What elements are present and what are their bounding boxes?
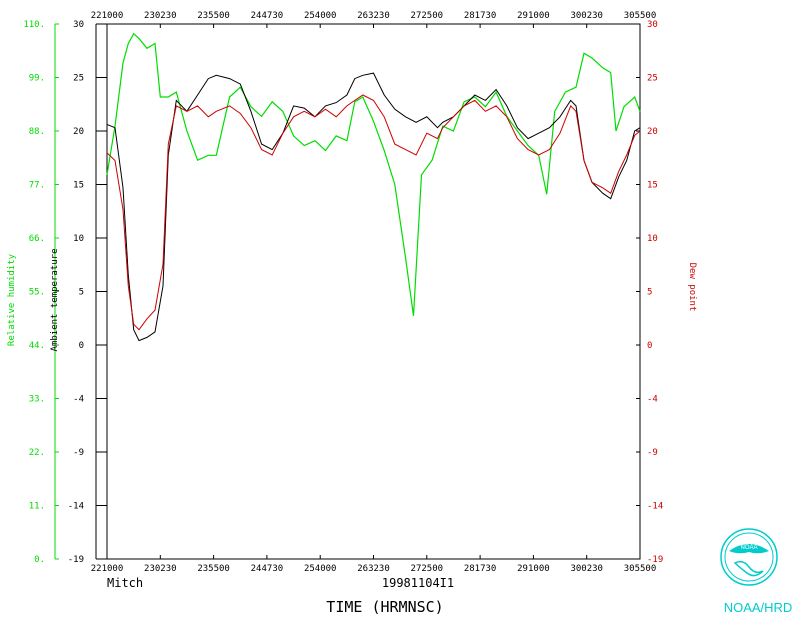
x-tick-label-top: 281730: [464, 11, 497, 21]
x-tick-label-top: 254000: [304, 11, 337, 21]
plot-area: [106, 23, 641, 560]
x-tick-label-bottom: 300230: [570, 564, 603, 574]
temp-tick-label: 20: [73, 127, 84, 137]
rh-tick-label: 88.: [29, 127, 45, 137]
series-line-dew: [106, 94, 641, 331]
rh-tick-label: 77.: [29, 181, 45, 191]
svg-text:NOAA: NOAA: [740, 545, 757, 551]
x-tick-label-bottom: 263230: [357, 564, 390, 574]
x-tick-label-top: 244730: [251, 11, 284, 21]
dew-axis-label: Dew point: [687, 263, 697, 312]
x-axis-label: TIME (HRMNSC): [326, 598, 443, 616]
flight-id: 19981104I1: [382, 576, 454, 590]
x-tick-label-top: 263230: [357, 11, 390, 21]
rh-tick-label: 44.: [29, 341, 45, 351]
x-tick-label-bottom: 235500: [197, 564, 230, 574]
x-tick-label-bottom: 254000: [304, 564, 337, 574]
rh-tick-label: 0.: [34, 555, 45, 565]
temp-axis-ticks: -19 -14 -9 -4 0 5 10 15 20 25 30: [68, 20, 107, 565]
x-tick-label-top: 305500: [624, 11, 657, 21]
x-tick-label-bottom: 272500: [411, 564, 444, 574]
dew-tick-label: 0: [647, 341, 652, 351]
dew-tick-label: 15: [647, 181, 658, 191]
temp-tick-label: -9: [73, 448, 84, 458]
dew-tick-label: 30: [647, 20, 658, 30]
temp-tick-label: 0: [79, 341, 84, 351]
x-tick-label-bottom: 291000: [517, 564, 550, 574]
dew-tick-label: -14: [647, 502, 663, 512]
dew-tick-label: 10: [647, 234, 658, 244]
x-tick-label-bottom: 230230: [144, 564, 177, 574]
dew-tick-label: -9: [647, 448, 658, 458]
temp-tick-label: 25: [73, 74, 84, 84]
rh-tick-label: 22.: [29, 448, 45, 458]
temp-tick-label: -19: [68, 555, 84, 565]
x-tick-label-top: 272500: [411, 11, 444, 21]
x-tick-label-bottom: 244730: [251, 564, 284, 574]
storm-name: Mitch: [107, 576, 143, 590]
rh-tick-label: 110.: [23, 20, 45, 30]
rh-tick-label: 55.: [29, 288, 45, 298]
rh-tick-label: 33.: [29, 395, 45, 405]
rh-tick-label: 99.: [29, 74, 45, 84]
series-line-temp: [106, 72, 641, 342]
dew-tick-label: -4: [647, 395, 658, 405]
credit-label: NOAA/HRD: [724, 600, 793, 615]
x-tick-label-bottom: 305500: [624, 564, 657, 574]
dew-tick-label: -19: [647, 555, 663, 565]
x-tick-label-top: 221000: [91, 11, 124, 21]
dew-axis-ticks: -19 -14 -9 -4 0 5 10 15 20 25 30: [636, 20, 663, 565]
dew-tick-label: 25: [647, 74, 658, 84]
x-tick-label-top: 230230: [144, 11, 177, 21]
x-tick-label-bottom: 221000: [91, 564, 124, 574]
temp-tick-label: 10: [73, 234, 84, 244]
dew-tick-label: 20: [647, 127, 658, 137]
x-tick-label-top: 235500: [197, 11, 230, 21]
rh-axis-ticks: 0. 11. 22. 33. 44. 55. 66. 77. 88. 99. 110.: [23, 20, 59, 565]
temp-tick-label: -4: [73, 395, 84, 405]
x-tick-label-bottom: 281730: [464, 564, 497, 574]
rh-tick-label: 66.: [29, 234, 45, 244]
x-axis-ticks-top: 221000 230230 235500 244730 254000 263230 2725…: [91, 11, 657, 28]
temp-tick-label: 5: [79, 288, 84, 298]
dew-tick-label: 5: [647, 288, 652, 298]
temp-tick-label: 30: [73, 20, 84, 30]
x-axis-ticks-bottom: 221000 230230 235500 244730 254000 263230 2725…: [91, 555, 657, 574]
temp-tick-label: -14: [68, 502, 84, 512]
temp-axis-label: Ambient temperature: [50, 249, 60, 352]
series-group: [106, 32, 641, 342]
rh-axis-label: Relative humidity: [7, 253, 17, 346]
series-line-rh: [106, 32, 641, 316]
temp-tick-label: 15: [73, 181, 84, 191]
x-tick-label-top: 300230: [570, 11, 603, 21]
rh-tick-label: 11.: [29, 502, 45, 512]
x-tick-label-top: 291000: [517, 11, 550, 21]
noaa-logo: NOAA: [720, 528, 778, 586]
